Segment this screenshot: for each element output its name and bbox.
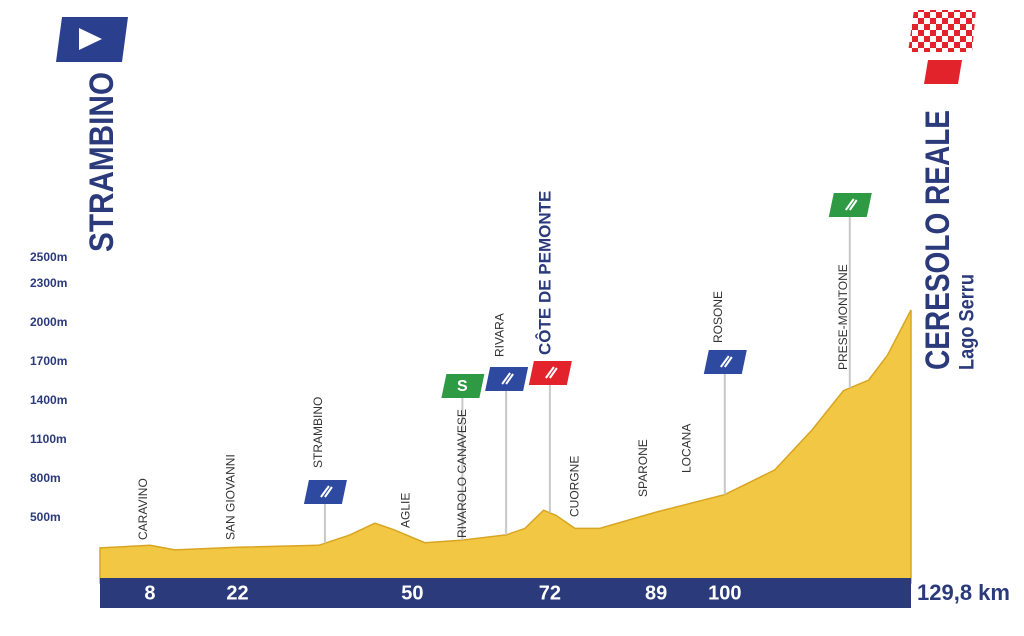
flag-icon <box>844 198 858 211</box>
y-tick-label: 2300m <box>30 276 67 290</box>
distance-bar <box>100 578 911 608</box>
place-label: LOCANA <box>680 424 694 473</box>
x-tick-label: 72 <box>539 582 561 604</box>
finish-flag <box>908 10 976 84</box>
y-tick-label: 1100m <box>30 432 67 446</box>
x-tick-label: 22 <box>226 582 248 604</box>
profile-area <box>99 309 912 584</box>
flag-icon <box>501 372 514 385</box>
place-label: CUORGNE <box>567 456 581 517</box>
place-label: CARAVINO <box>136 478 150 540</box>
start-flag <box>56 17 128 62</box>
flag-label: S <box>457 378 468 395</box>
place-label: CÔTE DE PEMONTE <box>535 191 554 355</box>
x-tick-label: 129,8 km <box>917 580 1010 605</box>
y-tick-label: 800m <box>30 471 61 485</box>
place-label: RIVAROLO CANAVESE <box>455 409 469 538</box>
place-label: PRESE-MONTONE <box>836 264 850 370</box>
flag <box>441 374 485 398</box>
place-label: AGLIE <box>399 493 413 528</box>
y-tick-label: 1400m <box>30 393 67 407</box>
y-tick-label: 2500m <box>30 250 67 264</box>
x-tick-label: 50 <box>401 582 423 604</box>
place-label: RIVARA <box>492 313 506 357</box>
x-tick-label: 89 <box>645 582 667 604</box>
place-label: SPARONE <box>636 439 650 497</box>
y-tick-label: 500m <box>30 510 61 524</box>
y-tick-label: 1700m <box>30 354 67 368</box>
x-tick-label: 100 <box>708 582 741 604</box>
x-tick-label: 8 <box>144 582 155 604</box>
flag-icon <box>719 355 733 368</box>
finish-name: CERESOLO REALE <box>919 110 957 370</box>
place-label: SAN GIOVANNI <box>224 454 238 540</box>
flag-icon <box>545 366 558 379</box>
y-tick-label: 2000m <box>30 315 67 329</box>
start-name: STRAMBINO <box>83 72 121 252</box>
place-label: STRAMBINO <box>311 397 325 468</box>
flag-icon <box>320 485 333 498</box>
finish-subtitle: Lago Serru <box>956 274 979 370</box>
place-label: ROSONE <box>711 291 725 343</box>
